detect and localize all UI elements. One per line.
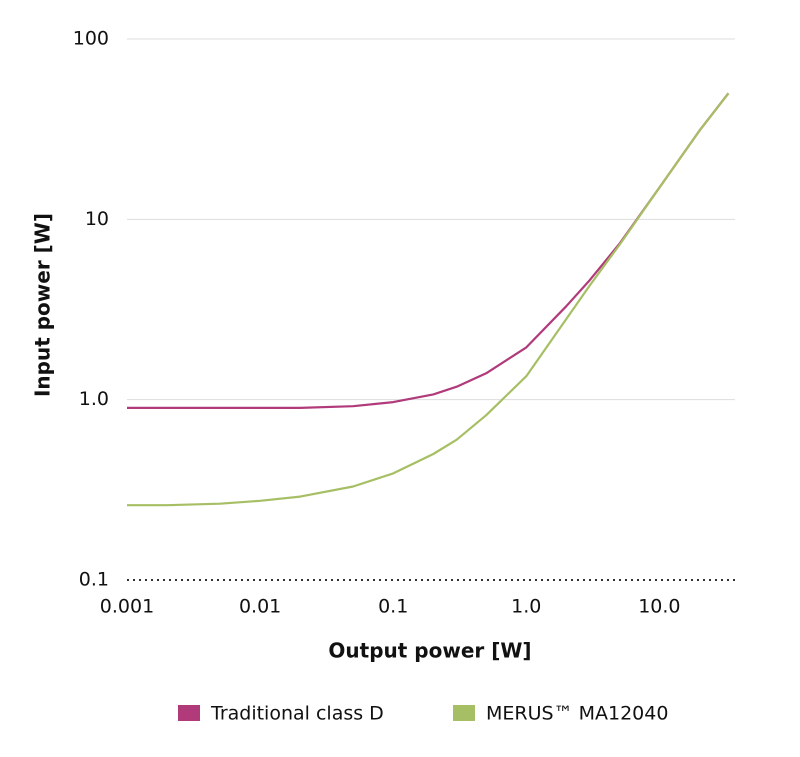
x-tick-label: 10.0 [638,596,680,618]
series-line [127,92,730,507]
series-line [127,92,730,409]
y-tick-label: 100 [73,28,109,50]
y-tick-label: 0.1 [79,569,109,591]
legend-label: MERUS™ MA12040 [486,703,668,725]
x-tick-label: 0.01 [239,596,281,618]
x-tick-label: 0.001 [100,596,154,618]
y-tick-label: 10 [85,208,109,230]
legend-swatch [178,705,200,721]
x-tick-label: 1.0 [511,596,541,618]
y-axis-title: Input power [W] [31,213,55,397]
x-tick-label: 0.1 [378,596,408,618]
x-axis-title: Output power [W] [328,639,531,663]
legend-swatch [453,705,475,721]
y-tick-label: 1.0 [79,388,109,410]
legend-label: Traditional class D [210,703,384,725]
